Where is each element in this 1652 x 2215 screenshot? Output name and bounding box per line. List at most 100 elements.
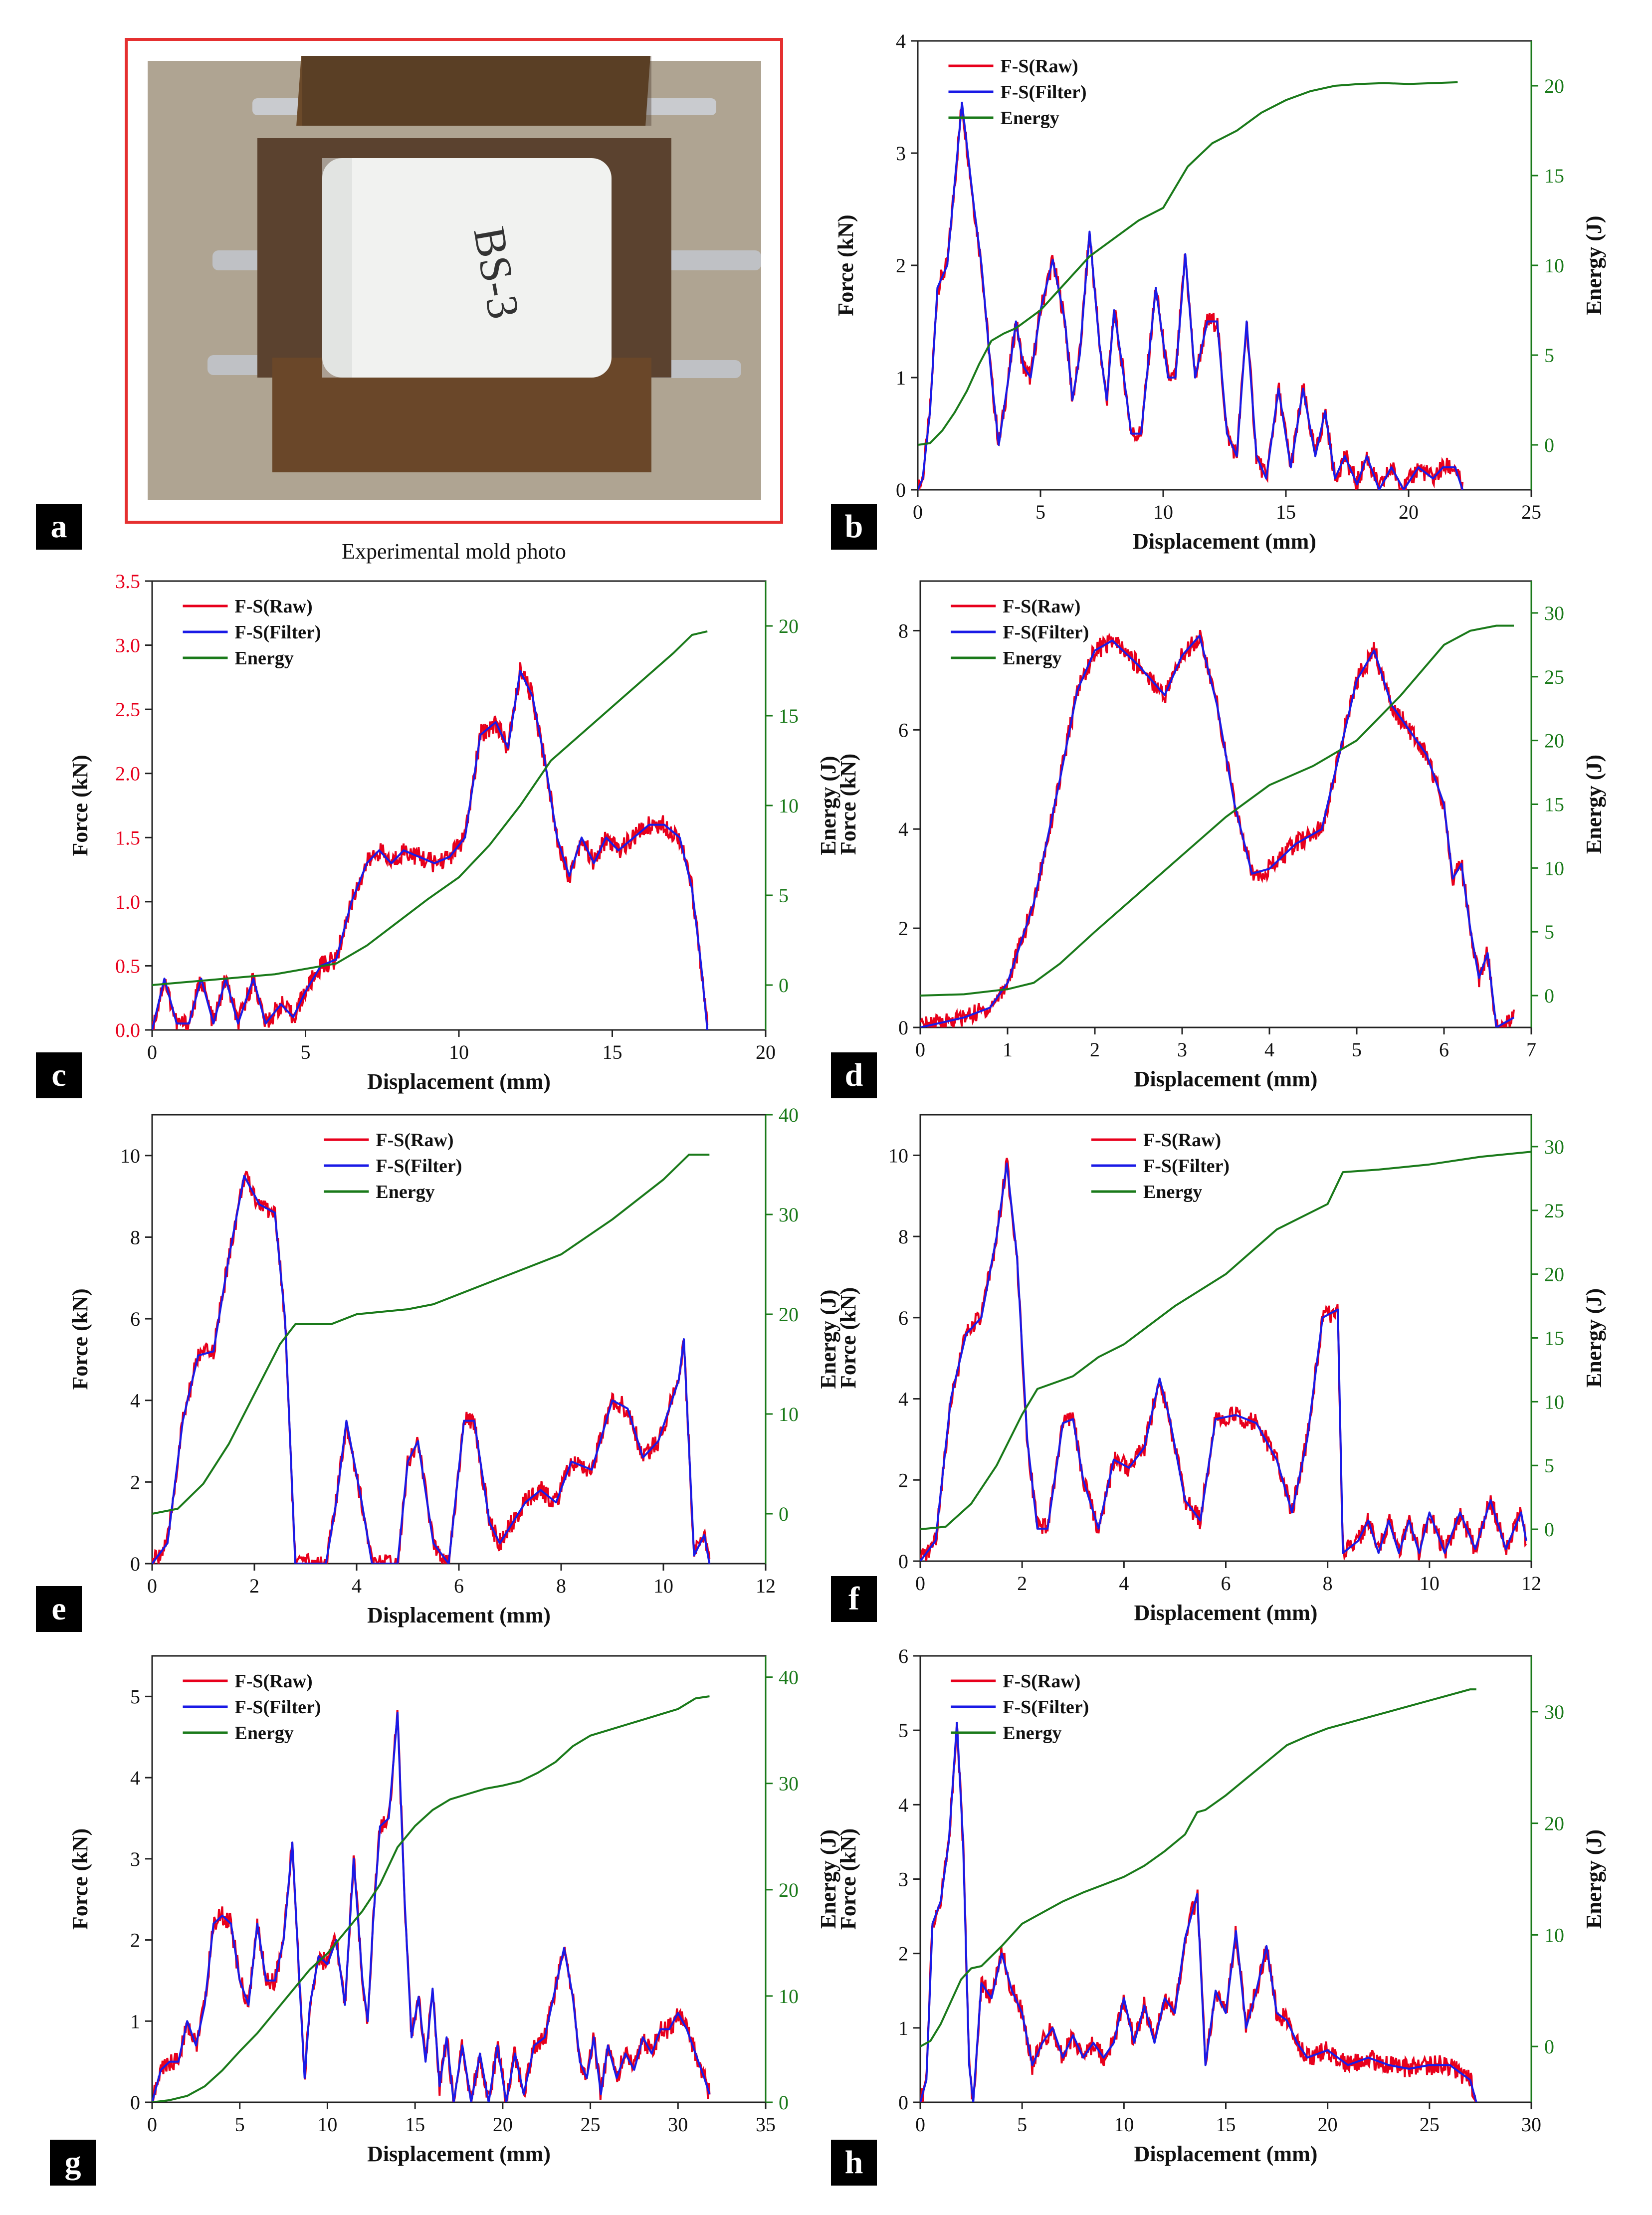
panel-label-a: a xyxy=(36,504,82,550)
y2-tick-label: 0 xyxy=(779,1503,789,1525)
series-raw-line xyxy=(920,1158,1527,1561)
y2-tick-label: 10 xyxy=(1544,1391,1564,1413)
y-axis-title: Force (kN) xyxy=(836,1287,860,1389)
legend-label: Energy xyxy=(1143,1182,1202,1203)
x-tick-label: 20 xyxy=(1399,501,1419,523)
series-energy-line xyxy=(152,630,708,986)
x-tick-label: 0 xyxy=(147,1041,157,1063)
x-tick-label: 0 xyxy=(915,1572,925,1595)
x-tick-label: 25 xyxy=(581,2113,601,2136)
y2-tick-label: 25 xyxy=(1544,1200,1564,1222)
legend-label: F-S(Raw) xyxy=(1143,1130,1221,1151)
chart-b: 0 5 10 15 20 25 0 1 2 3 4 0 5 10 15 20 Displacement (mm)… xyxy=(833,30,1606,554)
x-tick-label: 0 xyxy=(147,1575,157,1597)
plot-frame xyxy=(919,1114,1532,1562)
x-tick-label: 15 xyxy=(603,1041,622,1063)
x-tick-label: 5 xyxy=(1352,1038,1362,1061)
panel-label-g: g xyxy=(50,2140,96,2186)
y2-tick-label: 0 xyxy=(1544,434,1554,456)
panel-label-b: b xyxy=(831,504,877,550)
y-axis-title: Force (kN) xyxy=(836,754,860,855)
y2-tick-label: 20 xyxy=(1544,1263,1564,1286)
chart-d: 0 1 2 3 4 5 6 7 0 2 4 6 8 0 5 10 15 20 25 30 Displacement (m… xyxy=(836,580,1606,1091)
y-axis-title: Force (kN) xyxy=(68,755,92,856)
series-raw-line xyxy=(152,1710,711,2102)
y2-tick-label: 0 xyxy=(779,974,789,997)
x-tick-label: 12 xyxy=(1521,1572,1541,1595)
x-tick-label: 25 xyxy=(1521,501,1541,523)
y-tick-label: 4 xyxy=(898,1794,908,1816)
x-tick-label: 20 xyxy=(493,2113,513,2136)
y2-tick-label: 10 xyxy=(1544,254,1564,277)
y2-tick-label: 10 xyxy=(779,1403,799,1425)
y-tick-label: 10 xyxy=(120,1145,140,1167)
x-tick-label: 10 xyxy=(317,2113,337,2136)
y-tick-label: 8 xyxy=(898,619,908,642)
panel-label-c: c xyxy=(36,1052,82,1098)
y2-tick-label: 5 xyxy=(1544,921,1554,943)
legend-label: F-S(Filter) xyxy=(235,622,321,643)
x-tick-label: 10 xyxy=(449,1041,469,1063)
x-axis-title: Displacement (mm) xyxy=(1134,2142,1318,2166)
x-tick-label: 15 xyxy=(405,2113,425,2136)
y2-tick-label: 10 xyxy=(779,795,799,817)
chart-c: 0 5 10 15 20 0.0 0.5 1.0 1.5 2.0 2.5 3.0 3.5 0 5 10 15 20… xyxy=(68,570,840,1094)
y2-tick-label: 15 xyxy=(1544,1327,1564,1350)
x-axis-title: Displacement (mm) xyxy=(367,1603,551,1627)
x-tick-label: 2 xyxy=(249,1575,259,1597)
y-tick-label: 6 xyxy=(130,1308,140,1330)
x-tick-label: 15 xyxy=(1276,501,1296,523)
x-tick-label: 8 xyxy=(556,1575,566,1597)
x-axis-title: Displacement (mm) xyxy=(1134,1067,1318,1091)
x-tick-label: 10 xyxy=(1153,501,1173,523)
series-energy-line xyxy=(152,1154,710,1515)
y-tick-label: 4 xyxy=(898,818,908,840)
x-tick-label: 6 xyxy=(1221,1572,1231,1595)
y2-axis-title: Energy (J) xyxy=(816,756,840,855)
x-tick-label: 6 xyxy=(454,1575,464,1597)
photo-caption: Experimental mold photo xyxy=(342,539,566,564)
y2-tick-label: 20 xyxy=(779,1303,799,1326)
y2-tick-label: 20 xyxy=(1544,1812,1564,1835)
x-tick-label: 6 xyxy=(1439,1038,1449,1061)
y2-tick-label: 10 xyxy=(1544,1924,1564,1946)
y-tick-label: 3.0 xyxy=(115,634,140,657)
x-axis-title: Displacement (mm) xyxy=(367,2142,551,2166)
series-filter-line xyxy=(152,1711,711,2102)
series-raw-line xyxy=(920,629,1515,1027)
series-filter-line xyxy=(920,1722,1477,2102)
x-tick-label: 4 xyxy=(1119,1572,1129,1595)
legend-label: Energy xyxy=(235,1723,294,1744)
y-tick-label: 1.0 xyxy=(115,891,140,913)
panel-label-h: h xyxy=(831,2140,877,2186)
y2-tick-label: 20 xyxy=(1544,75,1564,97)
legend-label: F-S(Filter) xyxy=(1143,1156,1230,1177)
legend-label: F-S(Raw) xyxy=(235,596,313,617)
x-tick-label: 7 xyxy=(1526,1038,1536,1061)
x-axis-title: Displacement (mm) xyxy=(1133,529,1316,554)
legend-label: Energy xyxy=(1003,1723,1061,1744)
y-tick-label: 3 xyxy=(896,142,906,165)
legend-label: F-S(Filter) xyxy=(1001,82,1087,103)
y-tick-label: 4 xyxy=(130,1767,140,1789)
y2-axis-title: Energy (J) xyxy=(1582,1288,1606,1388)
y-axis-title: Force (kN) xyxy=(68,1288,92,1390)
x-tick-label: 3 xyxy=(1177,1038,1187,1061)
legend-label: F-S(Raw) xyxy=(1001,56,1078,77)
legend-label: F-S(Raw) xyxy=(235,1671,313,1692)
legend-label: F-S(Filter) xyxy=(376,1156,462,1177)
y2-tick-label: 10 xyxy=(1544,857,1564,879)
y-axis-title: Force (kN) xyxy=(836,1828,860,1930)
y-axis-title: Force (kN) xyxy=(833,214,858,316)
y2-tick-label: 5 xyxy=(1544,1454,1554,1477)
y2-tick-label: 30 xyxy=(1544,602,1564,624)
y-tick-label: 6 xyxy=(898,1645,908,1667)
x-tick-label: 0 xyxy=(913,501,923,523)
y-tick-label: 0.5 xyxy=(115,955,140,977)
y2-tick-label: 5 xyxy=(1544,344,1554,367)
y2-tick-label: 30 xyxy=(1544,1136,1564,1158)
y-tick-label: 0 xyxy=(898,2091,908,2114)
chart-e: 0 2 4 6 8 10 12 0 2 4 6 8 10 0 10 20 30 40 Displacement (m… xyxy=(68,1104,840,1627)
x-tick-label: 8 xyxy=(1323,1572,1333,1595)
x-tick-label: 10 xyxy=(1420,1572,1440,1595)
